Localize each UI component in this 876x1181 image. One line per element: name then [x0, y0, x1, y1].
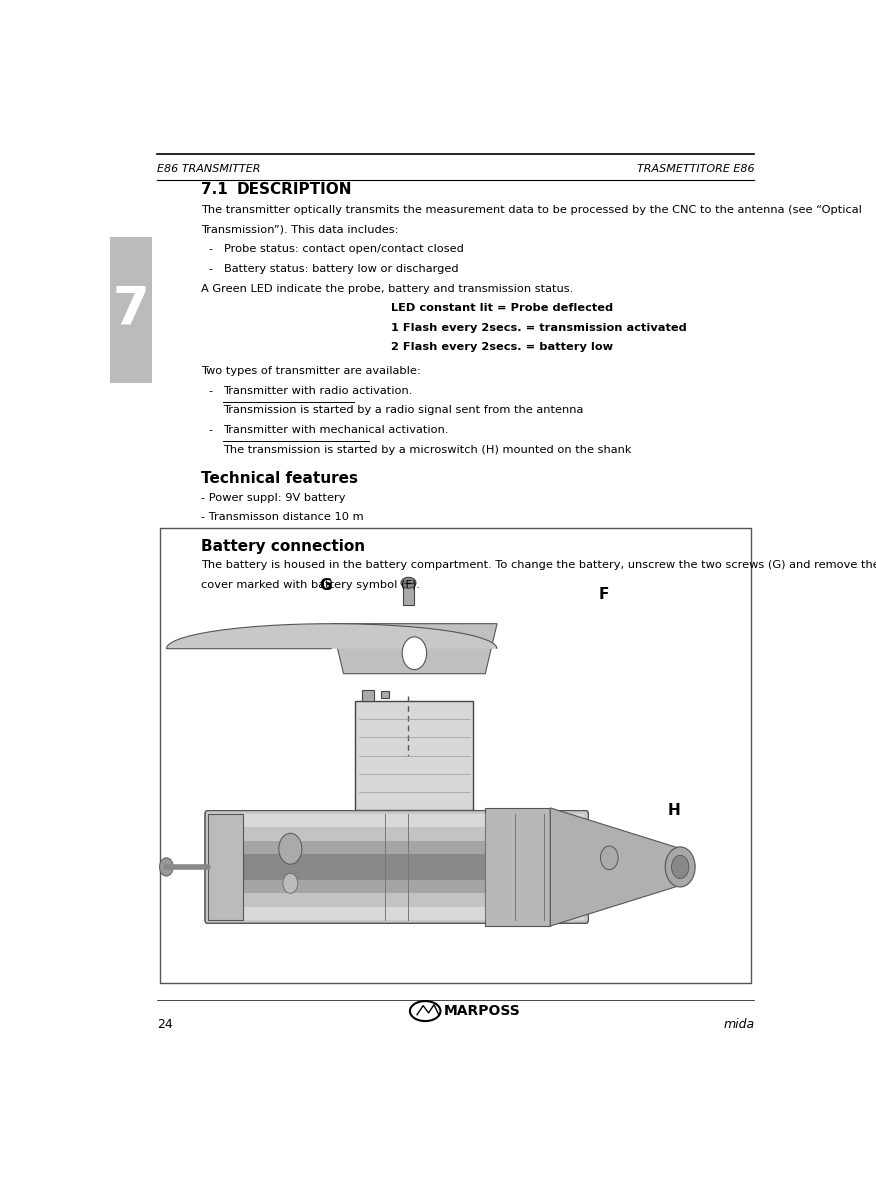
Bar	[209, 828, 584, 841]
Bar	[209, 907, 584, 920]
Bar	[403, 582, 414, 606]
Text: -   Battery status: battery low or discharged: - Battery status: battery low or dischar…	[209, 265, 459, 274]
Text: The battery is housed in the battery compartment. To change the battery, unscrew: The battery is housed in the battery com…	[201, 561, 876, 570]
Bar	[209, 854, 584, 867]
Text: Battery connection: Battery connection	[201, 539, 365, 554]
Text: -   Probe status: contact open/contact closed: - Probe status: contact open/contact clo…	[209, 244, 464, 254]
Circle shape	[665, 847, 696, 887]
Text: A Green LED indicate the probe, battery and transmission status.: A Green LED indicate the probe, battery …	[201, 283, 574, 294]
Bar	[209, 893, 584, 907]
Polygon shape	[550, 808, 680, 926]
Bar	[209, 814, 584, 828]
Text: TRASMETTITORE E86: TRASMETTITORE E86	[637, 164, 754, 175]
Text: G: G	[320, 578, 332, 593]
Bar	[381, 691, 389, 698]
Bar	[362, 690, 374, 702]
Bar	[110, 237, 152, 383]
FancyBboxPatch shape	[205, 810, 589, 924]
Bar	[209, 841, 584, 854]
Text: MARPOSS: MARPOSS	[443, 1004, 520, 1018]
Text: mida: mida	[724, 1018, 754, 1031]
Bar	[356, 702, 473, 810]
Text: -: -	[209, 425, 224, 435]
Text: 1 Flash every 2secs. = transmission activated: 1 Flash every 2secs. = transmission acti…	[392, 322, 687, 333]
Text: DESCRIPTION: DESCRIPTION	[237, 182, 352, 197]
Text: F: F	[598, 587, 609, 601]
Text: Technical features: Technical features	[201, 471, 358, 487]
Bar	[208, 814, 244, 920]
Text: H: H	[668, 803, 681, 817]
Text: LED constant lit = Probe deflected: LED constant lit = Probe deflected	[392, 304, 613, 313]
Text: E86 TRANSMITTER: E86 TRANSMITTER	[157, 164, 260, 175]
Text: Transmission is started by a radio signal sent from the antenna: Transmission is started by a radio signa…	[223, 405, 583, 416]
Bar	[485, 808, 550, 926]
Circle shape	[402, 637, 427, 670]
Circle shape	[672, 855, 689, 879]
Text: The transmitter optically transmits the measurement data to be processed by the : The transmitter optically transmits the …	[201, 205, 862, 215]
Ellipse shape	[401, 578, 416, 588]
Ellipse shape	[410, 1001, 441, 1022]
Polygon shape	[332, 624, 497, 673]
Text: Two types of transmitter are available:: Two types of transmitter are available:	[201, 366, 420, 377]
Text: Transmitter with radio activation.: Transmitter with radio activation.	[223, 386, 413, 396]
Text: Transmission”). This data includes:: Transmission”). This data includes:	[201, 224, 399, 235]
Circle shape	[159, 857, 173, 876]
Text: - Transmisson distance 10 m: - Transmisson distance 10 m	[201, 513, 364, 522]
Circle shape	[283, 873, 298, 893]
Circle shape	[279, 834, 302, 864]
Text: The transmission is started by a microswitch (H) mounted on the shank: The transmission is started by a microsw…	[223, 444, 632, 455]
Polygon shape	[166, 624, 497, 648]
Bar	[160, 528, 751, 983]
Text: Transmitter with mechanical activation.: Transmitter with mechanical activation.	[223, 425, 449, 435]
Text: 7.1: 7.1	[201, 182, 228, 197]
Bar	[209, 880, 584, 893]
Text: cover marked with battery symbol (F).: cover marked with battery symbol (F).	[201, 580, 420, 590]
Text: 24: 24	[157, 1018, 173, 1031]
Text: 7: 7	[112, 283, 149, 335]
Bar	[209, 867, 584, 880]
Text: - Power suppl: 9V battery: - Power suppl: 9V battery	[201, 492, 346, 503]
Text: 2 Flash every 2secs. = battery low: 2 Flash every 2secs. = battery low	[392, 342, 613, 352]
Text: -: -	[209, 386, 224, 396]
Circle shape	[600, 846, 618, 869]
